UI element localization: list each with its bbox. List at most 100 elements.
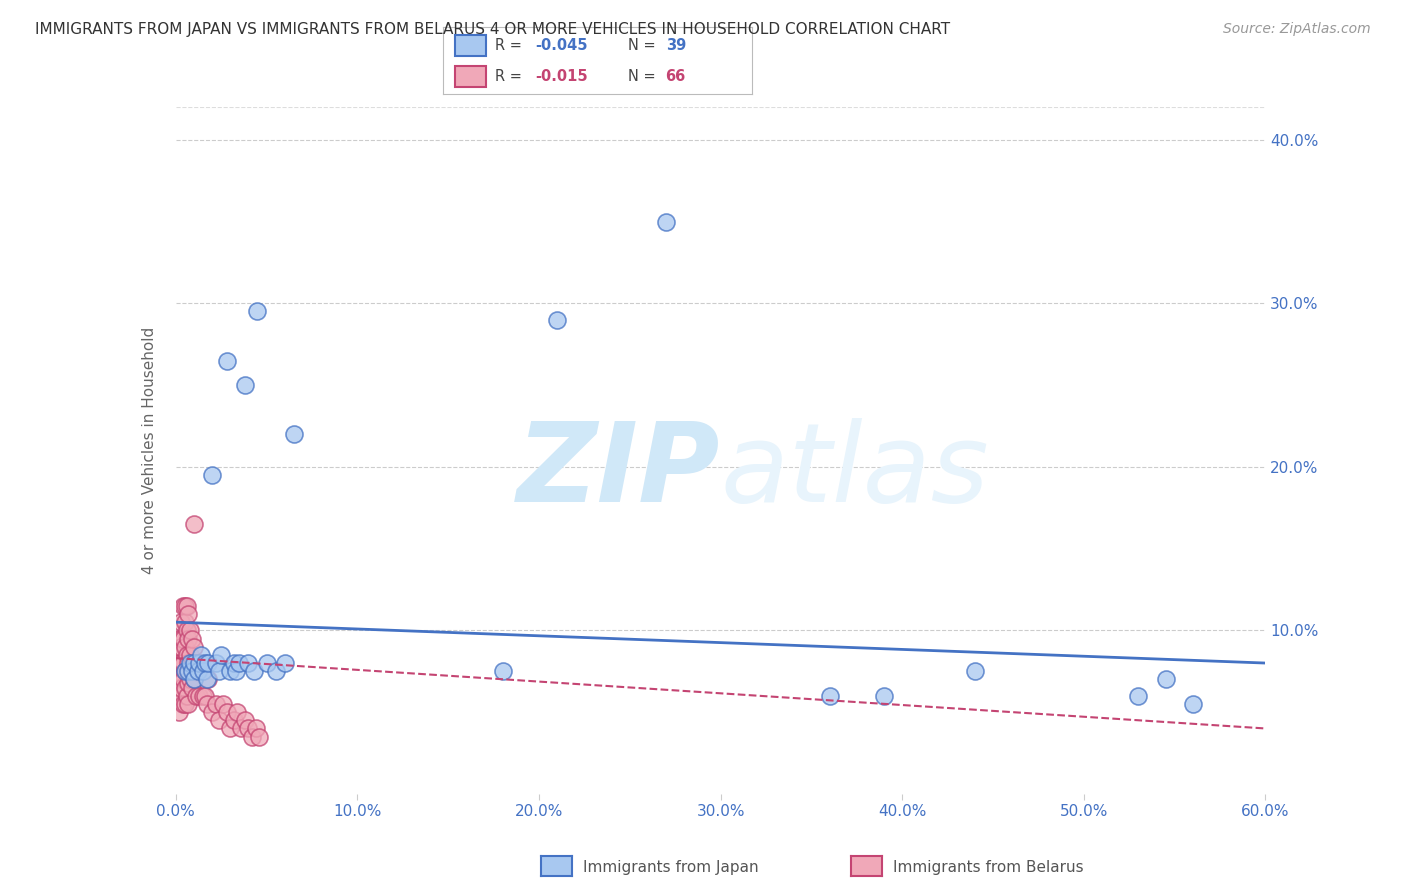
Text: Immigrants from Japan: Immigrants from Japan: [583, 860, 759, 874]
Point: [177, 697, 200, 711]
Text: Immigrants from Belarus: Immigrants from Belarus: [893, 860, 1084, 874]
Text: N =: N =: [628, 69, 661, 84]
Point: [1154, 673, 1177, 687]
Text: -0.015: -0.015: [536, 69, 588, 84]
Point: [191, 689, 214, 703]
Point: [195, 697, 218, 711]
Point: [179, 673, 201, 687]
Text: atlas: atlas: [721, 417, 990, 524]
Point: [169, 689, 191, 703]
Point: [181, 656, 204, 670]
Point: [201, 467, 224, 482]
Point: [169, 648, 191, 662]
Bar: [456, 35, 486, 56]
Point: [173, 664, 195, 679]
Point: [186, 664, 209, 679]
Point: [179, 656, 201, 670]
Text: IMMIGRANTS FROM JAPAN VS IMMIGRANTS FROM BELARUS 4 OR MORE VEHICLES IN HOUSEHOLD: IMMIGRANTS FROM JAPAN VS IMMIGRANTS FROM…: [35, 22, 950, 37]
Point: [177, 664, 200, 679]
Point: [177, 632, 200, 646]
Point: [172, 599, 194, 613]
Point: [184, 656, 207, 670]
Point: [173, 664, 195, 679]
Point: [186, 664, 209, 679]
Point: [179, 648, 201, 662]
Point: [238, 722, 260, 736]
Text: N =: N =: [628, 38, 661, 53]
Point: [245, 722, 267, 736]
Point: [219, 664, 242, 679]
Bar: [456, 66, 486, 87]
Point: [233, 378, 256, 392]
Text: R =: R =: [495, 38, 527, 53]
Point: [173, 599, 195, 613]
Point: [274, 656, 297, 670]
Point: [169, 705, 191, 719]
Text: R =: R =: [495, 69, 527, 84]
Point: [170, 632, 193, 646]
Point: [246, 304, 269, 318]
Y-axis label: 4 or more Vehicles in Household: 4 or more Vehicles in Household: [142, 326, 157, 574]
Point: [240, 730, 263, 744]
Point: [173, 615, 195, 630]
Point: [170, 656, 193, 670]
Point: [233, 714, 256, 728]
Point: [264, 664, 287, 679]
Point: [238, 656, 260, 670]
Point: [166, 681, 188, 695]
Point: [215, 353, 238, 368]
Point: [873, 689, 896, 703]
Point: [222, 714, 245, 728]
Point: [169, 656, 191, 670]
Point: [181, 664, 204, 679]
Point: [166, 632, 188, 646]
Point: [201, 705, 224, 719]
Point: [172, 632, 194, 646]
Point: [208, 714, 231, 728]
Point: [1181, 697, 1204, 711]
Point: [170, 615, 193, 630]
Text: 39: 39: [665, 38, 686, 53]
Point: [243, 664, 266, 679]
Point: [222, 656, 245, 670]
Point: [177, 607, 200, 621]
Point: [228, 656, 250, 670]
Point: [190, 648, 212, 662]
Point: [212, 697, 235, 711]
Point: [183, 673, 205, 687]
Point: [184, 689, 207, 703]
Point: [208, 664, 231, 679]
Point: [963, 664, 986, 679]
Text: ZIP: ZIP: [517, 417, 721, 524]
Point: [204, 697, 226, 711]
Point: [183, 656, 205, 670]
Point: [283, 427, 305, 442]
Point: [183, 673, 205, 687]
Point: [204, 656, 226, 670]
Point: [191, 664, 214, 679]
Point: [226, 705, 249, 719]
Point: [247, 730, 270, 744]
Point: [177, 656, 200, 670]
Point: [173, 681, 195, 695]
Point: [173, 697, 195, 711]
Point: [231, 722, 253, 736]
Point: [172, 697, 194, 711]
Point: [256, 656, 278, 670]
Point: [194, 689, 217, 703]
Point: [179, 624, 201, 638]
Point: [170, 681, 193, 695]
Point: [176, 664, 198, 679]
Point: [492, 664, 515, 679]
Point: [183, 516, 205, 531]
Point: [181, 681, 204, 695]
Text: -0.045: -0.045: [536, 38, 588, 53]
Point: [166, 664, 188, 679]
Point: [225, 664, 247, 679]
Point: [197, 673, 219, 687]
Point: [176, 624, 198, 638]
Point: [546, 312, 568, 326]
Point: [190, 656, 212, 670]
Point: [169, 673, 191, 687]
Point: [219, 722, 242, 736]
